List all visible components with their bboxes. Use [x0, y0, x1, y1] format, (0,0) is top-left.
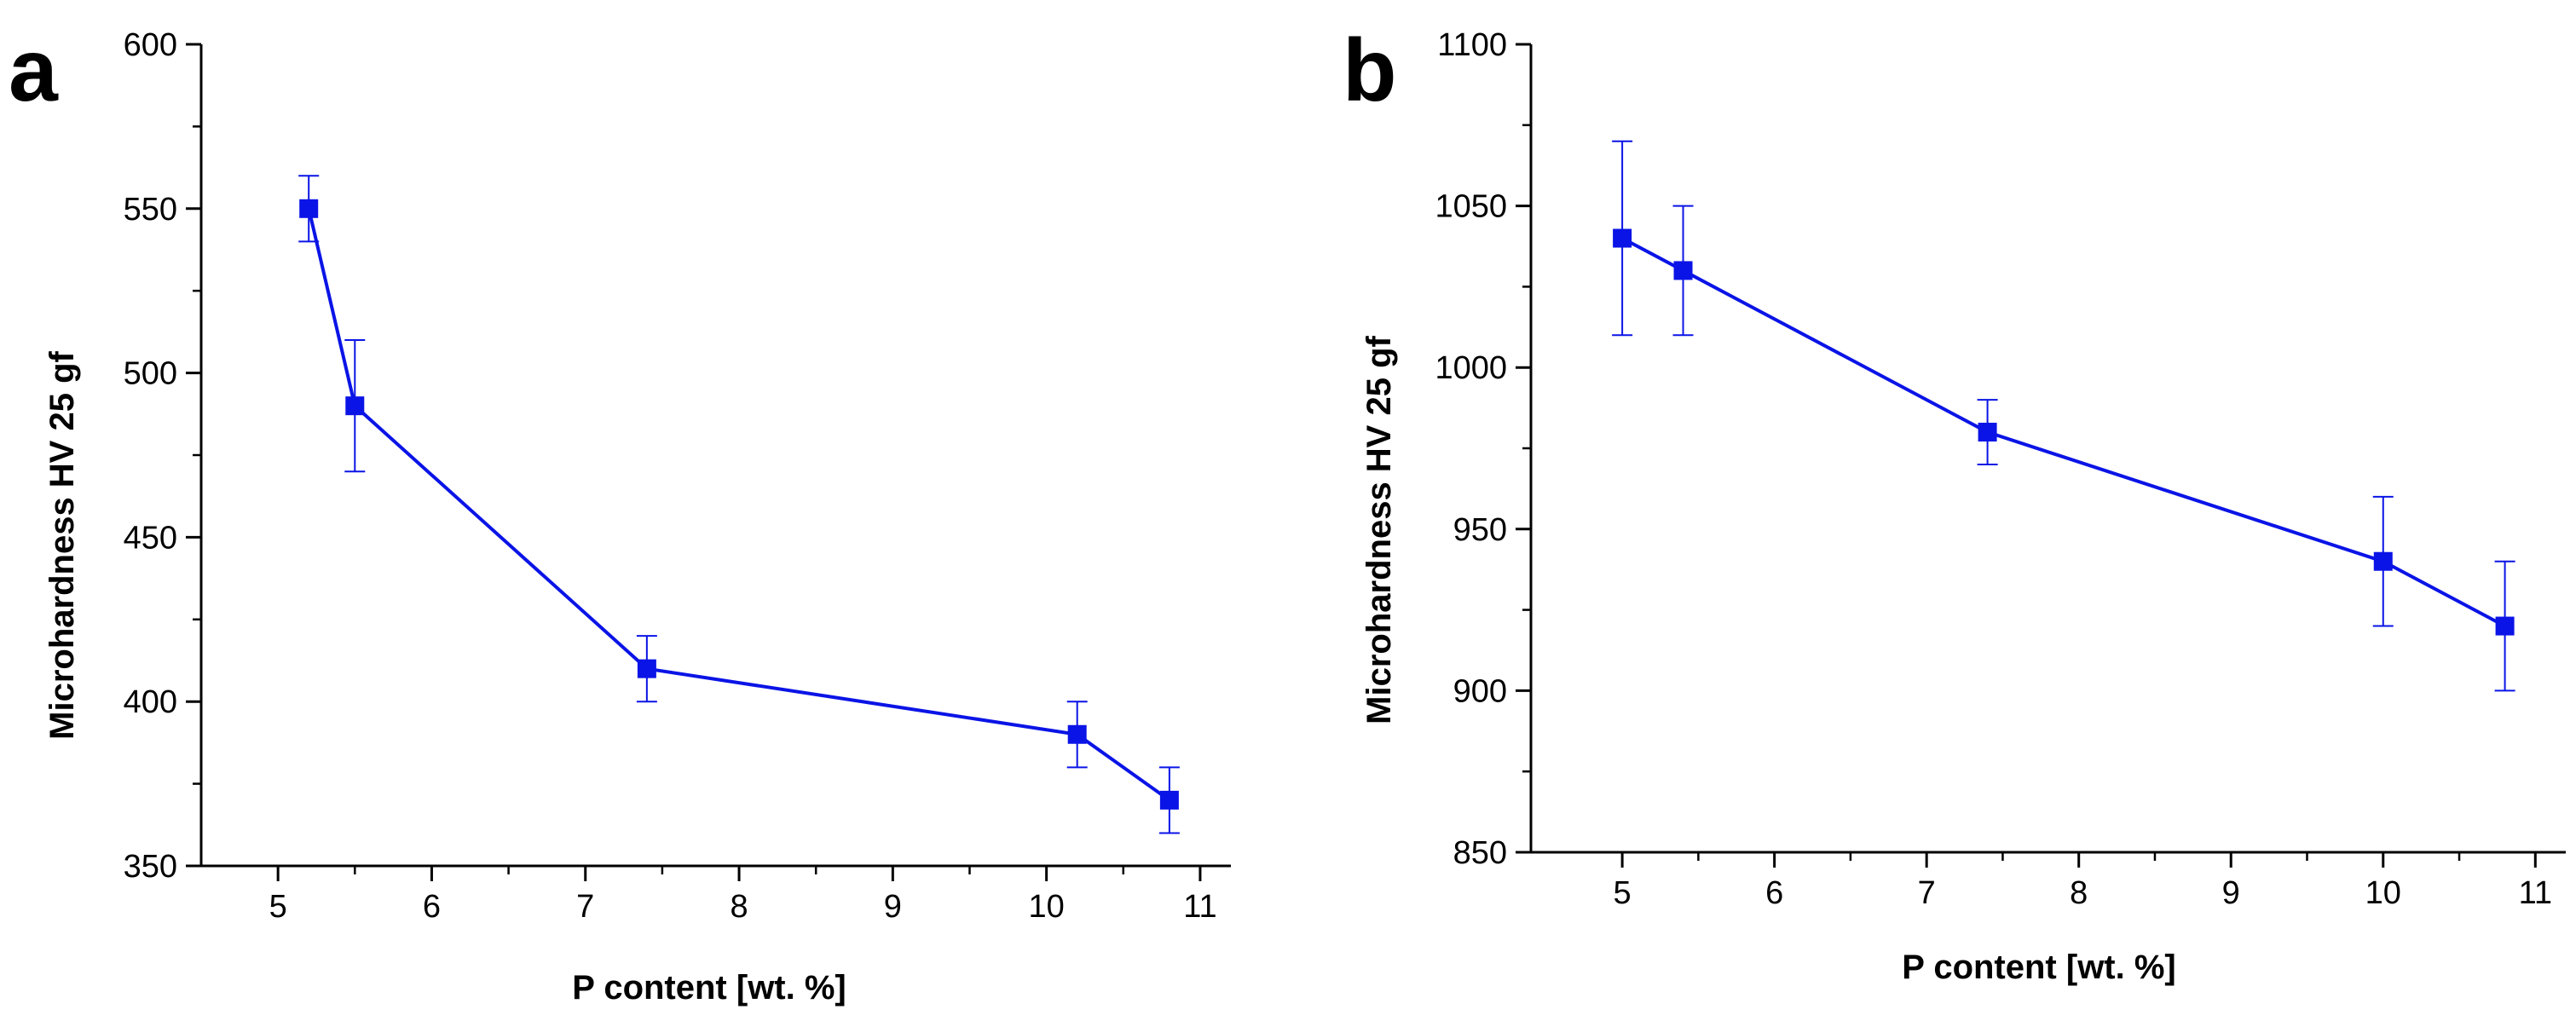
y-tick-label: 550 [124, 192, 177, 228]
x-axis-title-b: P content [wt. %] [1902, 949, 2175, 986]
series-line [1621, 236, 2506, 628]
x-tick-label: 6 [423, 889, 441, 925]
x-tick-label: 7 [1918, 875, 1936, 911]
data-point [1613, 228, 1632, 248]
series-line-b [1621, 236, 2506, 628]
y-tick-label: 1100 [1437, 27, 1507, 63]
data-point [637, 659, 656, 678]
x-tick-label: 9 [2222, 875, 2240, 911]
x-tick-label: 5 [1614, 875, 1632, 911]
y-tick-label: 500 [124, 356, 177, 392]
y-tick-label: 400 [124, 684, 177, 720]
series-line-a [307, 208, 1171, 802]
panel-label-a: a [9, 21, 59, 120]
series-line [307, 208, 1171, 802]
y-tick-label: 600 [124, 27, 177, 63]
y-tick-label: 450 [124, 520, 177, 556]
x-tick-label: 11 [2519, 875, 2552, 911]
x-axis-title-a: P content [wt. %] [572, 969, 846, 1007]
ticks-a: 5 6 7 8 9 10 11 350 400 450 500 550 600 [124, 27, 1217, 925]
y-tick-label: 1000 [1435, 350, 1507, 386]
chart-panel-b: b Microhardness HV 25 gf P content [wt. … [1343, 21, 2566, 986]
y-tick-label: 350 [124, 849, 177, 885]
y-axis-title-a: Microhardness HV 25 gf [43, 350, 81, 739]
data-points-b [1613, 228, 2515, 636]
data-point [299, 199, 319, 218]
x-tick-label: 7 [576, 889, 594, 925]
panel-label-b: b [1343, 21, 1397, 120]
data-point [1159, 790, 1179, 810]
y-tick-label: 850 [1453, 835, 1507, 871]
y-tick-label: 1050 [1435, 189, 1507, 225]
y-tick-label: 950 [1453, 512, 1507, 548]
x-tick-label: 10 [2365, 875, 2401, 911]
data-point [345, 396, 365, 416]
error-bars-a [298, 175, 1180, 834]
chart-panel-a: a Microhardness HV 25 gf P content [wt. … [9, 21, 1231, 1007]
data-point [1978, 423, 1997, 442]
data-points-a [299, 199, 1179, 810]
x-tick-label: 9 [884, 889, 902, 925]
y-tick-label: 900 [1453, 673, 1507, 709]
error-bars-b [1612, 140, 2515, 692]
x-tick-label: 5 [269, 889, 287, 925]
x-tick-label: 10 [1029, 889, 1065, 925]
x-tick-label: 6 [1765, 875, 1783, 911]
x-tick-label: 11 [1183, 889, 1216, 925]
data-point [1067, 724, 1087, 744]
y-axis-title-b: Microhardness HV 25 gf [1360, 335, 1398, 724]
data-point [2373, 551, 2393, 571]
axis-frame-b [1529, 44, 2566, 854]
data-point [2495, 616, 2515, 636]
data-point [1673, 261, 1693, 280]
x-tick-label: 8 [730, 889, 748, 925]
x-tick-label: 8 [2070, 875, 2088, 911]
ticks-b: 5 6 7 8 9 10 11 850 900 950 1000 1050 1100 [1435, 27, 2552, 911]
